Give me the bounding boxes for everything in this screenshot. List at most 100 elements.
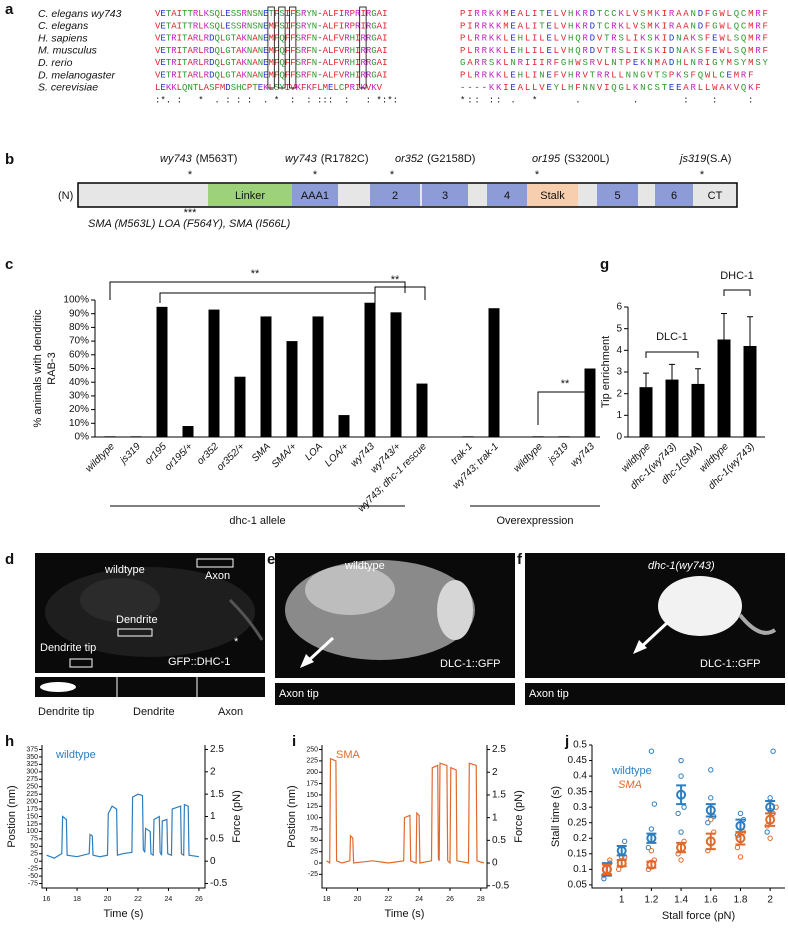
residue: R	[171, 71, 177, 81]
residue: K	[654, 46, 661, 56]
residue: -	[482, 83, 489, 93]
residue: K	[171, 83, 177, 93]
residue: A	[236, 59, 242, 69]
bar	[584, 368, 596, 437]
y-tick-label: 0.1	[573, 864, 587, 875]
residue: F	[705, 46, 712, 56]
residue: K	[496, 83, 503, 93]
residue: I	[177, 59, 182, 69]
residue: S	[279, 9, 284, 19]
point	[678, 829, 684, 835]
y2-tick-label: 0	[492, 858, 498, 869]
residue: S	[296, 22, 301, 32]
x-tick-label: or195/+	[163, 441, 195, 473]
residue: E	[328, 83, 333, 93]
residue: L	[198, 59, 203, 69]
residue: F	[306, 71, 311, 81]
x-tick-label: 28	[477, 896, 485, 903]
residue: R	[301, 71, 307, 81]
y-tick-label: 375	[26, 746, 38, 753]
residue: L	[198, 46, 203, 56]
residue: K	[691, 34, 698, 44]
residue: S	[582, 59, 589, 69]
residue: A	[323, 71, 329, 81]
residue: V	[339, 71, 345, 81]
residue: K	[489, 83, 496, 93]
residue: S	[236, 9, 241, 19]
residue: Y	[719, 59, 726, 69]
column-box	[289, 6, 297, 89]
star: *	[700, 169, 705, 181]
residue: E	[263, 22, 268, 32]
residue: A	[518, 9, 525, 19]
x-tick-label: LOA/+	[323, 441, 351, 469]
residue: Q	[214, 71, 219, 81]
residue: A	[236, 34, 242, 44]
sequence: VETRITARLRDQLGTAKNANEMFQFFSRFN-ALFVRHIRR…	[155, 34, 387, 44]
micrograph-d: wildtype Axon Dendrite tip Dendrite GFP:…	[35, 553, 265, 718]
residue: M	[269, 46, 274, 56]
residue: H	[568, 59, 575, 69]
y-tick-label: 70%	[69, 336, 89, 347]
residue: R	[193, 22, 199, 32]
residue: A	[187, 46, 193, 56]
residue: A	[252, 71, 258, 81]
residue: R	[366, 9, 372, 19]
residue: K	[618, 22, 625, 32]
y-tick-label: 60%	[69, 349, 89, 360]
residue: I	[382, 59, 387, 69]
residue: K	[489, 46, 496, 56]
x-tick-label: 1	[619, 895, 625, 906]
x-tick-label: 22	[134, 896, 142, 903]
residue: T	[662, 83, 669, 93]
residue: H	[350, 59, 355, 69]
residue: L	[727, 34, 734, 44]
residue: N	[611, 59, 618, 69]
mutation-label: or195 (S3200L)	[532, 153, 609, 165]
residue: N	[539, 71, 546, 81]
residue: I	[382, 22, 387, 32]
residue: I	[285, 9, 290, 19]
residue: E	[510, 83, 517, 93]
residue: L	[198, 22, 203, 32]
sequence: PIRRKKMEALITELVHKRDTCRKLVSMKIRAANDFGWLQC…	[460, 22, 770, 32]
residue: A	[518, 83, 525, 93]
residue: A	[236, 46, 242, 56]
mean-point	[676, 789, 687, 800]
legend-label: SMA	[336, 749, 361, 761]
residue: G	[225, 34, 230, 44]
residue: H	[350, 46, 355, 56]
residue: L	[198, 9, 203, 19]
residue: N	[626, 71, 633, 81]
residue: L	[198, 83, 203, 93]
y-tick-label: 90%	[69, 308, 89, 319]
panel-label: i	[292, 733, 296, 750]
residue: R	[669, 22, 676, 32]
title: wildtype	[104, 564, 145, 576]
residue: R	[171, 59, 177, 69]
residue: R	[755, 34, 762, 44]
y-tick-label: 225	[306, 758, 318, 765]
residue: F	[306, 34, 311, 44]
star: *	[535, 169, 540, 181]
residue: R	[301, 46, 307, 56]
residue: R	[741, 71, 748, 81]
title: wildtype	[344, 560, 385, 572]
residue: L	[467, 34, 474, 44]
residue: I	[532, 22, 539, 32]
label: Axon	[205, 570, 230, 582]
residue: G	[712, 22, 719, 32]
residue: L	[328, 34, 333, 44]
residue: I	[177, 71, 182, 81]
residue: E	[546, 22, 553, 32]
residue: -	[317, 46, 322, 56]
residue: E	[546, 83, 553, 93]
domain	[487, 184, 527, 206]
residue: K	[489, 71, 496, 81]
residue: N	[247, 34, 252, 44]
y2-tick-label: 2	[492, 767, 498, 778]
label: *	[234, 636, 239, 648]
residue: F	[333, 71, 338, 81]
residue: I	[467, 22, 474, 32]
residue: G	[371, 22, 376, 32]
